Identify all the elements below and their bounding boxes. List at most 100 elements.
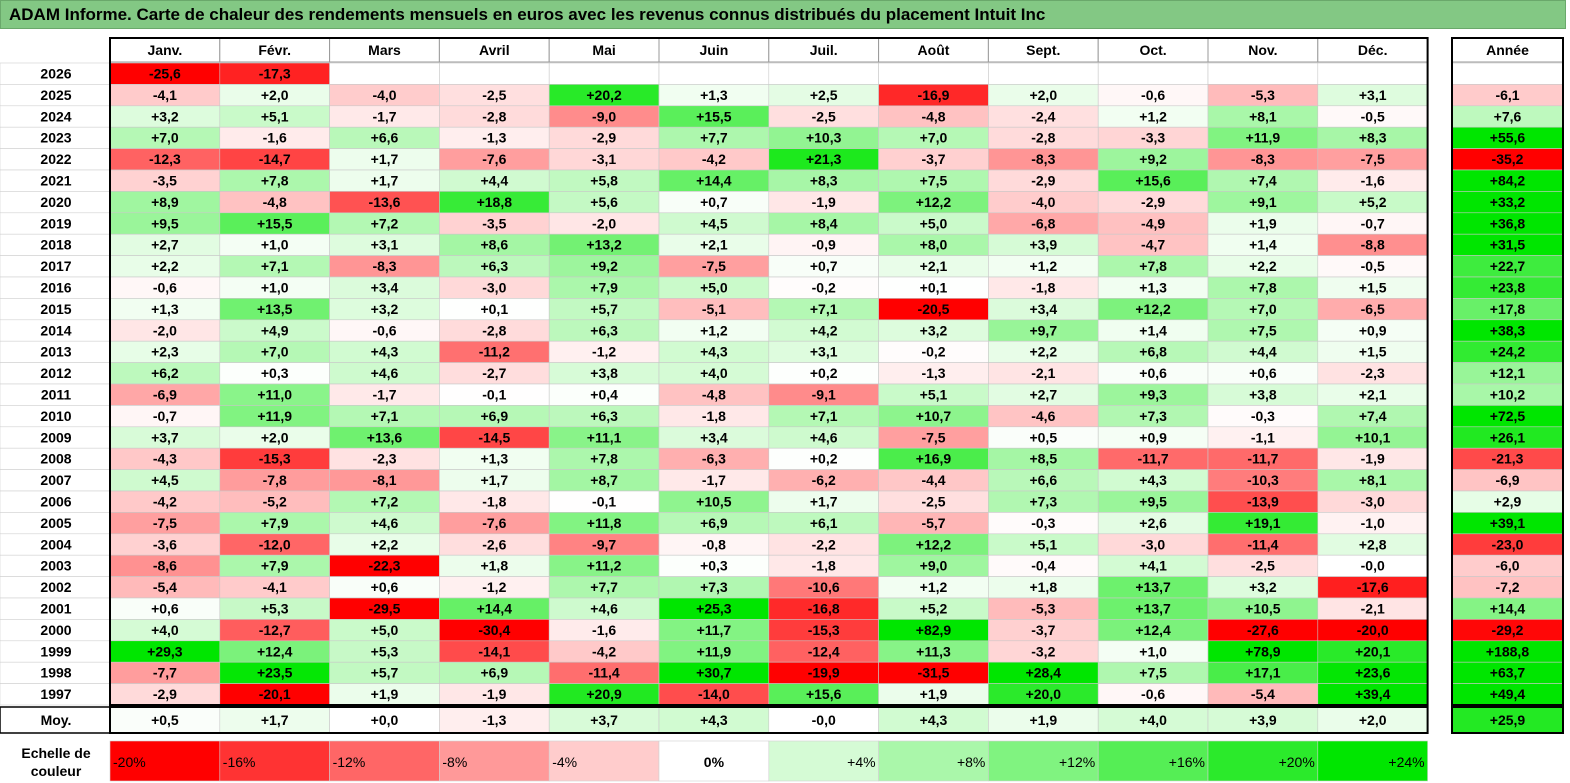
scale-step-label: -16% xyxy=(223,754,256,770)
average-value: +1,7 xyxy=(261,712,289,728)
scale-swatch xyxy=(109,740,221,782)
cell-value: -4,9 xyxy=(1141,215,1165,231)
cell-value: -0,9 xyxy=(812,237,836,253)
cell-value: -6,5 xyxy=(1361,301,1385,317)
column-header-cell xyxy=(878,37,989,63)
cell-value: -17,3 xyxy=(259,66,291,82)
average-value: +3,7 xyxy=(590,712,618,728)
cell-value: +5,3 xyxy=(261,601,289,617)
cell-value: -3,7 xyxy=(1031,622,1055,638)
cell-value: +9,7 xyxy=(1029,322,1057,338)
cell-value: -7,8 xyxy=(263,472,287,488)
cell-value: +2,0 xyxy=(261,429,289,445)
cell-value: -0,3 xyxy=(1031,515,1055,531)
cell-value: -4,6 xyxy=(1031,408,1055,424)
cell-value: -12,0 xyxy=(259,536,291,552)
average-value: +4,3 xyxy=(700,712,728,728)
cell-value: -31,5 xyxy=(918,665,950,681)
cell-value: +7,3 xyxy=(700,579,728,595)
cell-value: +5,1 xyxy=(1029,536,1057,552)
year-header-cell xyxy=(1451,37,1564,63)
cell-value: +4,5 xyxy=(700,215,728,231)
year-value: -6,9 xyxy=(1495,472,1519,488)
cell-value: +1,8 xyxy=(480,558,508,574)
cell-value: +5,2 xyxy=(1359,194,1387,210)
cell-value: -0,6 xyxy=(153,280,177,296)
cell-value: +1,9 xyxy=(371,686,399,702)
cell-value: -27,6 xyxy=(1247,622,1279,638)
cell-value: -4,0 xyxy=(1031,194,1055,210)
cell-value: -1,9 xyxy=(482,686,506,702)
cell-value: +4,1 xyxy=(1139,558,1167,574)
cell-value: +9,3 xyxy=(1139,387,1167,403)
row-label-2000: 2000 xyxy=(40,622,71,638)
cell-value: -5,3 xyxy=(1031,601,1055,617)
cell-value: +12,2 xyxy=(916,194,952,210)
cell-value: -4,8 xyxy=(263,194,287,210)
cell-value: -5,1 xyxy=(702,301,726,317)
heatmap-cell xyxy=(1097,62,1209,85)
cell-value: -3,3 xyxy=(1141,130,1165,146)
scale-label-line1: Echelle de xyxy=(21,745,90,761)
cell-value: +0,7 xyxy=(700,194,728,210)
cell-value: -0,3 xyxy=(1251,408,1275,424)
cell-value: +6,1 xyxy=(810,515,838,531)
row-label-2001: 2001 xyxy=(40,601,71,617)
cell-value: -8,3 xyxy=(372,258,396,274)
cell-value: +7,1 xyxy=(261,258,289,274)
cell-value: -0,6 xyxy=(1141,87,1165,103)
cell-value: -16,9 xyxy=(918,87,950,103)
scale-swatch xyxy=(988,740,1099,782)
cell-value: +1,9 xyxy=(920,686,948,702)
cell-value: +6,3 xyxy=(480,258,508,274)
heatmap-cell xyxy=(1317,62,1428,85)
scale-swatch xyxy=(658,740,770,782)
cell-value: +14,4 xyxy=(696,173,732,189)
row-label-2017: 2017 xyxy=(40,258,71,274)
cell-value: -0,5 xyxy=(1361,108,1385,124)
year-value: +17,8 xyxy=(1490,301,1526,317)
row-label-2019: 2019 xyxy=(40,215,71,231)
row-label-2026: 2026 xyxy=(40,66,71,82)
cell-value: +12,4 xyxy=(257,643,293,659)
cell-value: -1,2 xyxy=(482,579,506,595)
cell-value: +1,3 xyxy=(700,87,728,103)
column-header-Avril: Avril xyxy=(479,42,510,58)
cell-value: +7,3 xyxy=(1029,494,1057,510)
cell-value: +9,1 xyxy=(1249,194,1277,210)
cell-value: -4,7 xyxy=(1141,237,1165,253)
row-label-2015: 2015 xyxy=(40,301,71,317)
cell-value: -0,1 xyxy=(482,387,506,403)
year-value: +26,1 xyxy=(1490,429,1526,445)
year-value: +38,3 xyxy=(1490,322,1526,338)
average-value: +3,9 xyxy=(1249,712,1277,728)
cell-value: +10,5 xyxy=(696,494,732,510)
cell-value: +1,2 xyxy=(1139,108,1167,124)
cell-value: +1,2 xyxy=(700,322,728,338)
cell-value: +1,7 xyxy=(480,472,508,488)
cell-value: -1,0 xyxy=(1361,515,1385,531)
cell-value: +20,2 xyxy=(586,87,622,103)
cell-value: +7,8 xyxy=(1139,258,1167,274)
scale-step-label: +12% xyxy=(1059,754,1095,770)
scale-swatch xyxy=(878,740,989,782)
cell-value: -16,8 xyxy=(808,601,840,617)
cell-value: -2,6 xyxy=(482,536,506,552)
cell-value: -7,7 xyxy=(153,665,177,681)
cell-value: -12,7 xyxy=(259,622,291,638)
cell-value: +1,0 xyxy=(261,280,289,296)
column-header-Juin: Juin xyxy=(700,42,729,58)
average-value: +1,9 xyxy=(1029,712,1057,728)
cell-value: +2,1 xyxy=(920,258,948,274)
average-cell xyxy=(1207,706,1319,734)
cell-value: +2,2 xyxy=(371,536,399,552)
cell-value: +0,6 xyxy=(151,601,179,617)
cell-value: -1,7 xyxy=(372,387,396,403)
cell-value: -1,8 xyxy=(482,494,506,510)
cell-value: +7,4 xyxy=(1359,408,1387,424)
cell-value: +12,4 xyxy=(1135,622,1171,638)
cell-value: -1,6 xyxy=(263,130,287,146)
cell-value: +1,7 xyxy=(810,494,838,510)
cell-value: +2,8 xyxy=(1359,536,1387,552)
cell-value: -19,9 xyxy=(808,665,840,681)
